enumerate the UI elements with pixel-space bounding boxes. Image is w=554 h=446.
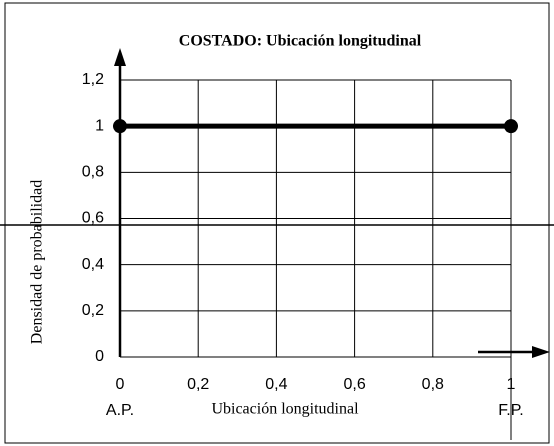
marker bbox=[504, 119, 518, 134]
y-tick-label: 0,8 bbox=[82, 164, 104, 181]
y-arrow bbox=[114, 48, 126, 66]
marker bbox=[113, 119, 127, 134]
x-end-label: F.P. bbox=[498, 402, 524, 419]
x-end-label: A.P. bbox=[106, 402, 134, 419]
x-axis-label: Ubicación longitudinal bbox=[211, 401, 359, 418]
x-tick-label: 0,8 bbox=[422, 376, 444, 393]
y-tick-label: 1 bbox=[95, 117, 104, 134]
y-tick-label: 1,2 bbox=[82, 71, 104, 88]
y-tick-label: 0,2 bbox=[82, 302, 104, 319]
x-tick-label: 0,4 bbox=[265, 376, 287, 393]
chart-title: COSTADO: Ubicación longitudinal bbox=[179, 33, 422, 50]
y-tick-label: 0,6 bbox=[82, 210, 104, 227]
x-arrow bbox=[532, 346, 550, 358]
frame bbox=[4, 2, 550, 444]
y-tick-label: 0,4 bbox=[82, 256, 104, 273]
x-tick-label: 0,2 bbox=[187, 376, 209, 393]
y-tick-label: 0 bbox=[95, 348, 104, 365]
x-tick-label: 0 bbox=[116, 376, 125, 393]
x-tick-label: 0,6 bbox=[343, 376, 365, 393]
y-axis-label: Densidad de probabilidad bbox=[29, 180, 46, 344]
